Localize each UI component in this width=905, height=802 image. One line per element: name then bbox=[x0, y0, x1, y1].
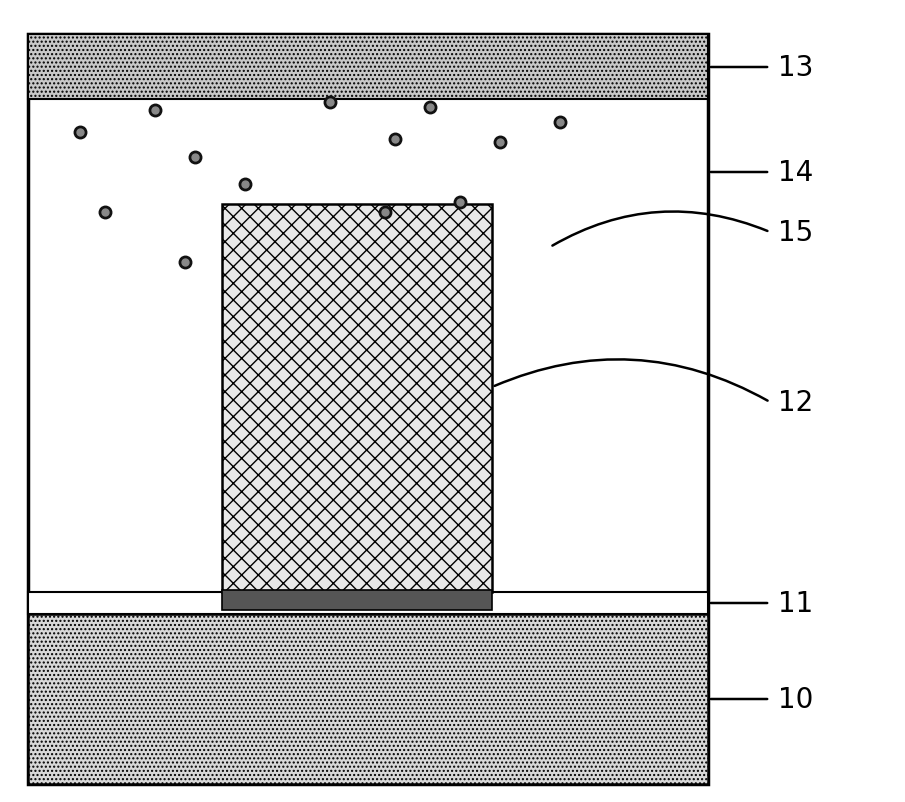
Bar bbox=[222, 205, 492, 592]
Text: 13: 13 bbox=[778, 54, 814, 82]
Text: 14: 14 bbox=[778, 159, 814, 187]
Bar bbox=[222, 590, 492, 610]
Text: 10: 10 bbox=[778, 685, 814, 713]
Text: 15: 15 bbox=[778, 219, 814, 247]
Bar bbox=[28, 592, 708, 614]
Bar bbox=[28, 35, 708, 784]
Text: 12: 12 bbox=[778, 388, 814, 416]
Text: 11: 11 bbox=[778, 589, 814, 618]
Bar bbox=[28, 35, 708, 100]
Bar bbox=[28, 614, 708, 784]
